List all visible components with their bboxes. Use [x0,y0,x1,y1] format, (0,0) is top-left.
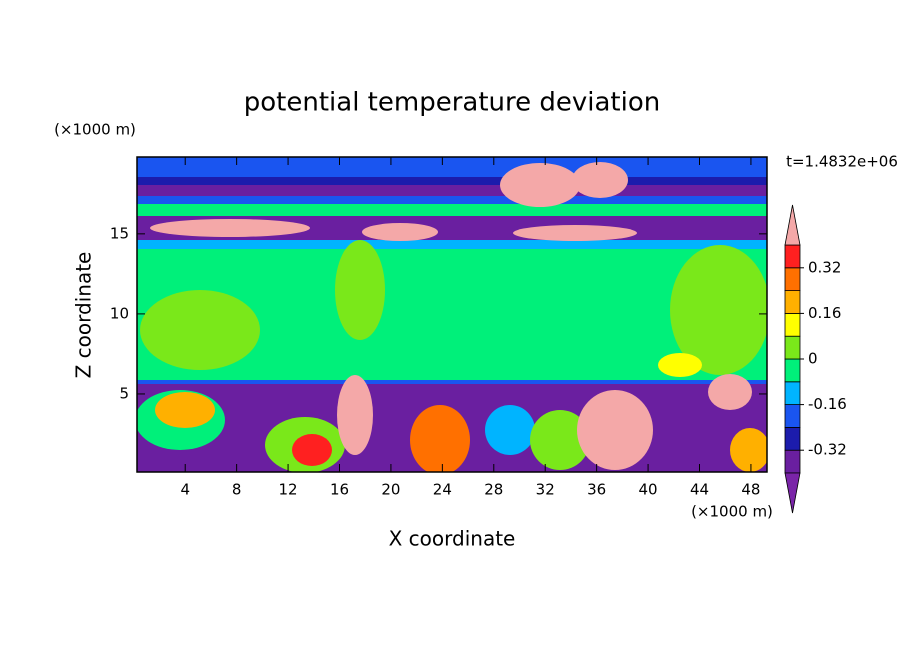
contour-region [670,245,767,375]
x-tick-label: 32 [536,481,555,499]
colorbar-tick-label: 0.16 [808,304,841,322]
contour-region [137,157,767,177]
contour-region [137,196,767,206]
colorbar-box [784,381,801,405]
contour-region [485,405,535,455]
x-tick-label: 12 [279,481,298,499]
contour-region [500,163,580,207]
colorbar-tick-label: -0.16 [808,395,847,413]
x-unit: (×1000 m) [691,503,773,521]
contour-region [708,374,752,410]
contour-region [337,375,373,455]
colorbar-box [784,335,801,360]
contour-region [137,240,767,249]
x-tick-label: 48 [741,481,760,499]
contour-region [577,390,653,470]
colorbar-tick-label: -0.32 [808,441,847,459]
contour-region [335,240,385,340]
x-axis-label: X coordinate [389,527,516,551]
colorbar-box [784,290,801,314]
contour-region [137,177,767,185]
colorbar-box [784,449,801,474]
x-tick-label: 20 [381,481,400,499]
x-tick-label: 4 [180,481,190,499]
contour-region [530,410,590,470]
contour-region [362,223,438,241]
y-unit: (×1000 m) [54,121,136,139]
colorbar-box [784,404,801,428]
contour-region [140,290,260,370]
plot-frame [136,156,768,473]
colorbar-extend-high [784,204,801,246]
contour-region [137,204,767,216]
chart-title: potential temperature deviation [244,88,660,118]
colorbar-box [784,244,801,269]
y-tick-label: 15 [110,224,129,242]
x-tick-label: 40 [639,481,658,499]
contour-region [150,219,310,237]
contour-region [155,392,215,428]
y-axis-label: Z coordinate [72,252,96,379]
x-tick-label: 8 [232,481,242,499]
colorbar-box [784,426,801,451]
x-tick-label: 44 [690,481,709,499]
contour-region [137,380,767,384]
contour-field [137,157,767,472]
colorbar-tick-label: 0 [808,350,818,368]
colorbar-tick-label: 0.32 [808,258,841,276]
x-tick-label: 24 [433,481,452,499]
y-tick-label: 10 [110,304,129,322]
x-tick-label: 28 [484,481,503,499]
contour-region [658,353,702,377]
colorbar-extend-low [784,472,801,514]
contour-region [572,162,628,198]
contour-region [513,225,637,241]
contour-region [410,405,470,472]
contour-region [292,434,332,466]
colorbar-box [784,267,801,291]
colorbar-box [784,358,801,383]
x-tick-label: 36 [587,481,606,499]
x-tick-label: 16 [330,481,349,499]
y-tick-label: 5 [119,384,129,402]
contour-region [730,428,767,472]
colorbar-box [784,312,801,337]
time-label: t=1.4832e+06 [786,153,898,171]
